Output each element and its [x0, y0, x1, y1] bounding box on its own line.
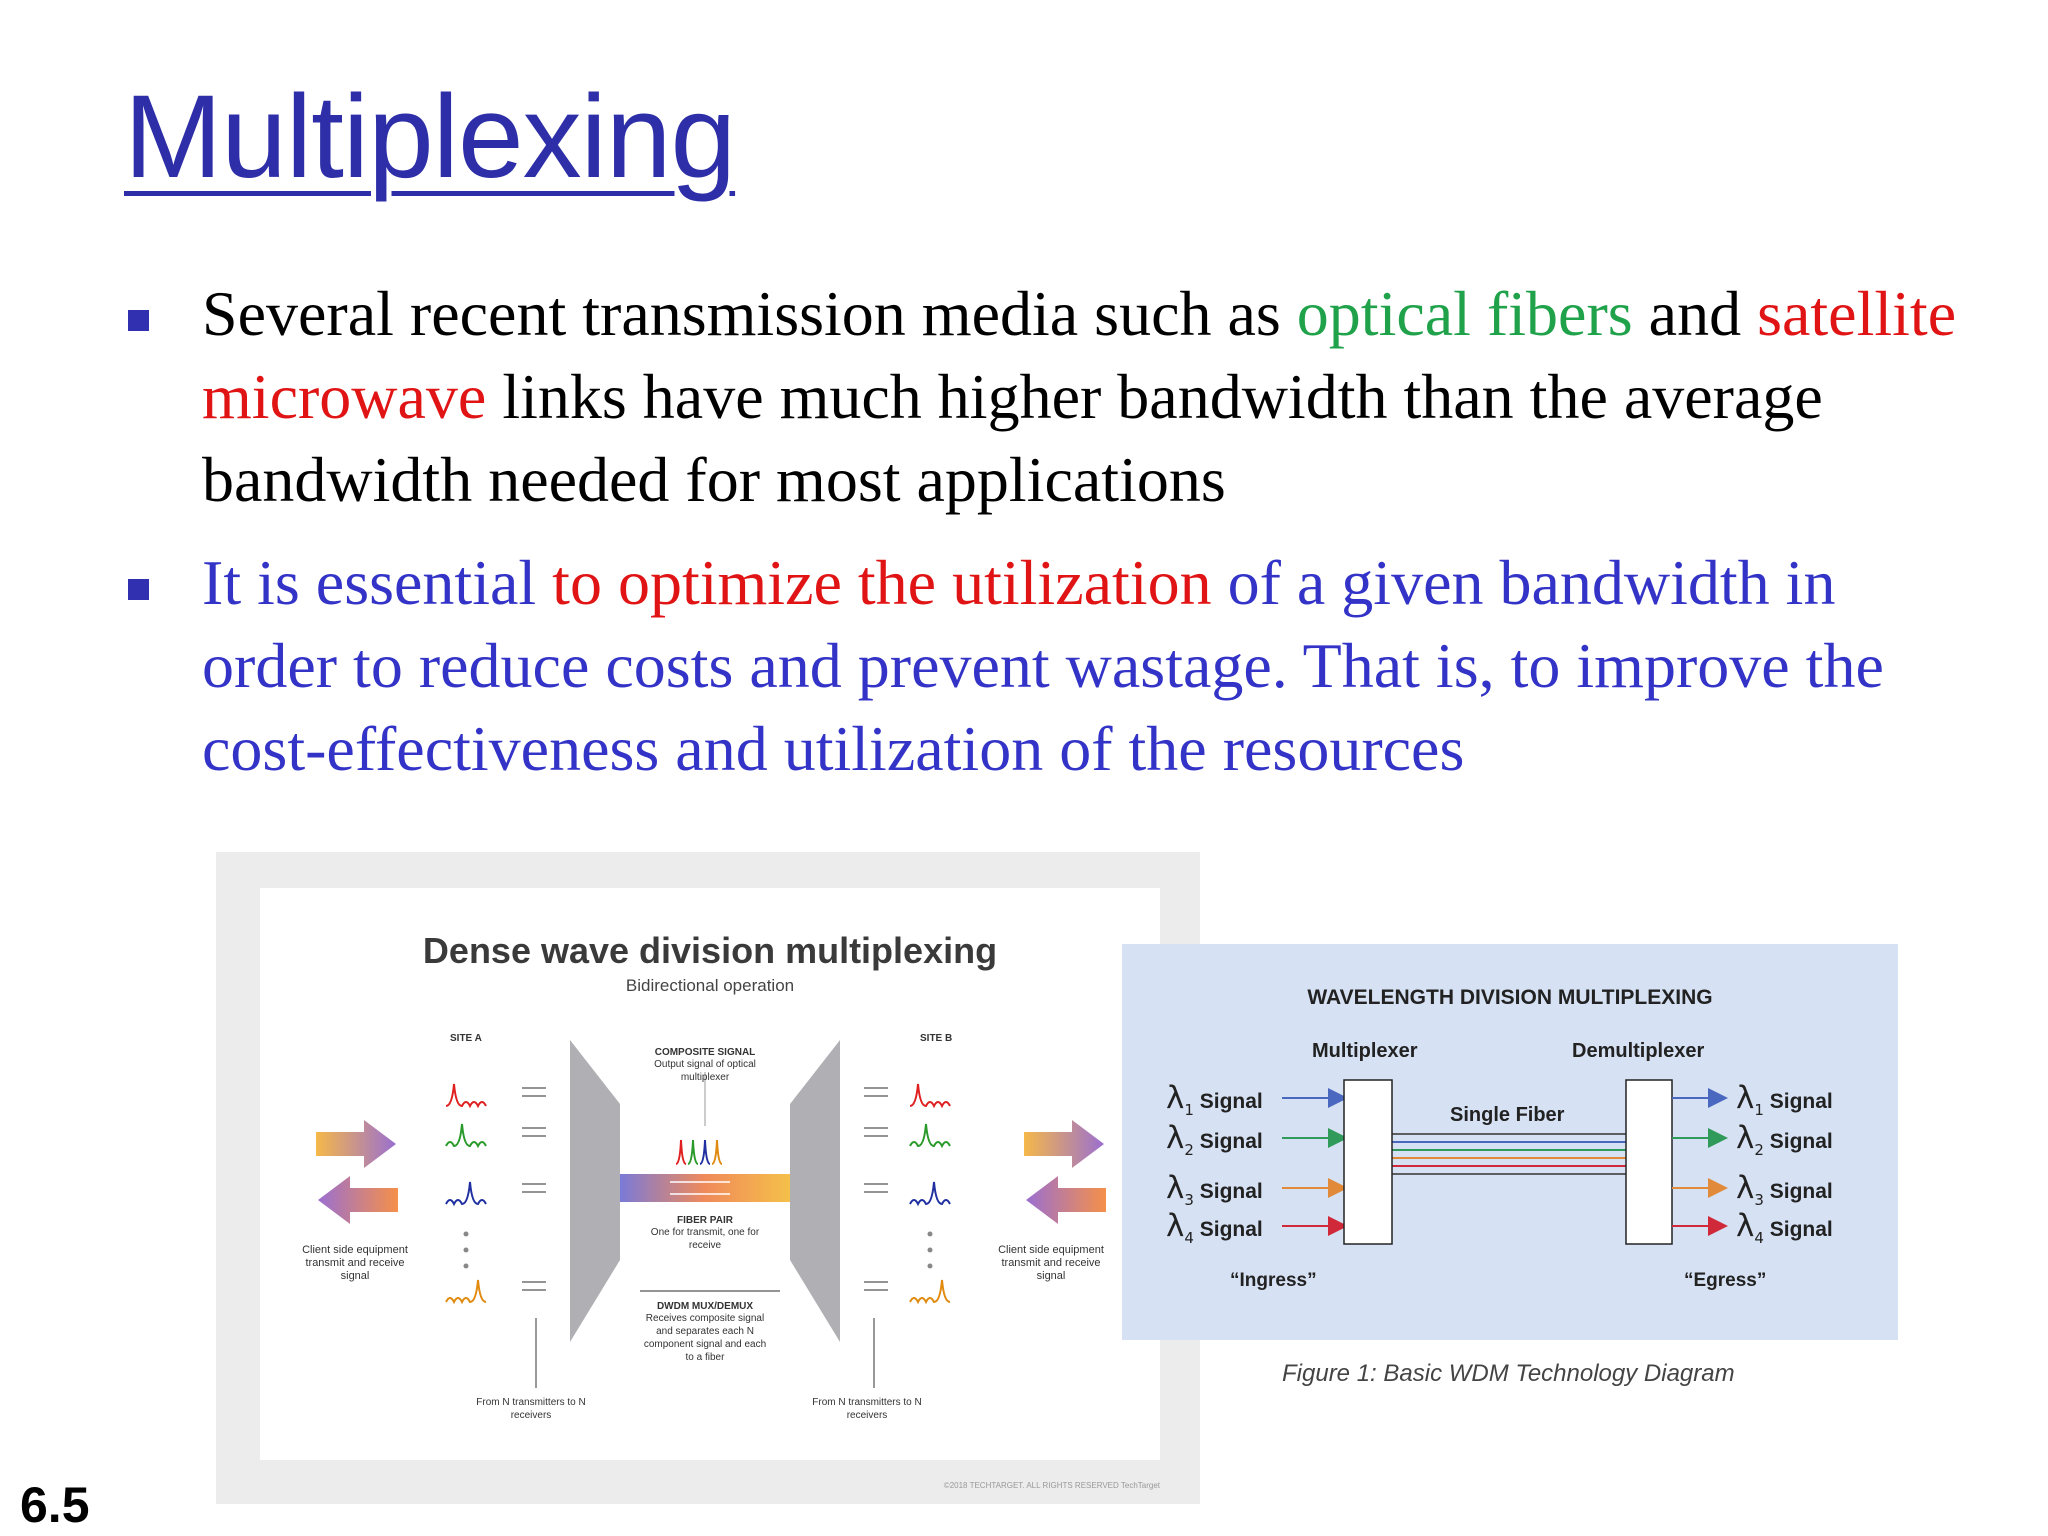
wdm-title: WAVELENGTH DIVISION MULTIPLEXING [1307, 986, 1713, 1009]
input-signal-4: λ4 Signal [1166, 1208, 1263, 1248]
fiber-pair [620, 1174, 790, 1202]
bullet-1-seg-1: Several recent transmission media such a… [202, 278, 1297, 349]
client-arrow-in-left [318, 1176, 398, 1224]
signal-peak-red [445, 1083, 487, 1109]
fiber-pair-title: FIBER PAIR [677, 1215, 733, 1226]
input-signal-2: λ2 Signal [1166, 1120, 1263, 1160]
mux-demux-desc: Receives composite signal and separates … [643, 1313, 767, 1363]
bullet-1-seg-3: and [1632, 278, 1758, 349]
bullet-1-optical-fibers: optical fibers [1296, 278, 1633, 349]
transmitters-right: From N transmitters to N receivers [812, 1397, 922, 1421]
fiber-pair-desc: One for transmit, one for receive [650, 1227, 760, 1251]
multiplexer-box [1343, 1079, 1393, 1245]
bullet-2-seg-3: of a given bandwidth in order to reduce … [202, 547, 1884, 784]
site-b-label: SITE B [920, 1033, 953, 1044]
output-signal-3: λ3 Signal [1736, 1170, 1833, 1210]
wdm-figure-caption: Figure 1: Basic WDM Technology Diagram [1282, 1360, 1735, 1387]
dwdm-figure: Dense wave division multiplexing Bidirec… [216, 852, 1200, 1504]
slide-number: 6.5 [20, 1477, 90, 1533]
demultiplexer-box [1625, 1079, 1673, 1245]
demultiplexer-label: Demultiplexer [1572, 1040, 1705, 1062]
bullet-1-seg-5: links have much higher bandwidth than th… [202, 361, 1823, 515]
dwdm-title: Dense wave division multiplexing [422, 930, 998, 971]
tx-rx-arrows-right [640, 1087, 888, 1388]
bullet-1-satellite-microwave: satellite microwave [202, 278, 1957, 432]
slide-title: Multiplexing [124, 71, 736, 203]
wdm-figure: WAVELENGTH DIVISION MULTIPLEXING Multipl… [1122, 944, 1898, 1340]
bullet-2-seg-1: It is essential [202, 547, 553, 618]
signal-peak-orange [445, 1279, 487, 1305]
client-arrow-in-right [1026, 1176, 1106, 1224]
mux-left [570, 1040, 620, 1342]
client-arrow-out-left [316, 1120, 396, 1168]
dwdm-card: Dense wave division multiplexing Bidirec… [260, 888, 1160, 1460]
client-side-left: Client side equipment transmit and recei… [302, 1244, 408, 1282]
bullet-2-optimize: to optimize the utilization [552, 547, 1212, 618]
signal-peak-blue [445, 1181, 487, 1207]
transmitters-left: From N transmitters to N receivers [476, 1397, 586, 1421]
single-fiber-label: Single Fiber [1450, 1104, 1565, 1126]
output-signal-1: λ1 Signal [1736, 1080, 1833, 1120]
output-signal-2: λ2 Signal [1736, 1120, 1833, 1160]
output-signal-4: λ4 Signal [1736, 1208, 1833, 1248]
client-arrow-out-right [1024, 1120, 1104, 1168]
tx-rx-arrows-left [522, 1087, 546, 1388]
wdm-diagram [1282, 1079, 1728, 1245]
ingress-label: “Ingress” [1230, 1270, 1317, 1291]
composite-signal-title: COMPOSITE SIGNAL [654, 1047, 756, 1058]
signal-peak-green [445, 1123, 487, 1149]
bullet-item-1: Several recent transmission media such a… [124, 272, 1984, 521]
multiplexer-label: Multiplexer [1312, 1040, 1418, 1062]
bullet-list: Several recent transmission media such a… [124, 272, 1984, 810]
composite-signal-desc: Output signal of optical multiplexer [654, 1059, 756, 1083]
bullet-item-2: It is essential to optimize the utilizat… [124, 541, 1984, 790]
dwdm-subtitle: Bidirectional operation [625, 976, 795, 995]
input-signal-1: λ1 Signal [1166, 1080, 1263, 1120]
dwdm-diagram [316, 1040, 1106, 1388]
egress-label: “Egress” [1684, 1270, 1767, 1291]
client-side-right: Client side equipment transmit and recei… [998, 1244, 1104, 1282]
bullet-square-icon [128, 579, 149, 600]
mux-right [790, 1040, 840, 1342]
techtarget-watermark: ©2018 TECHTARGET. ALL RIGHTS RESERVED Te… [943, 1481, 1160, 1490]
input-signal-3: λ3 Signal [1166, 1170, 1263, 1210]
bullet-square-icon [128, 310, 149, 331]
site-a-label: SITE A [450, 1033, 482, 1044]
mux-demux-title: DWDM MUX/DEMUX [656, 1301, 754, 1312]
